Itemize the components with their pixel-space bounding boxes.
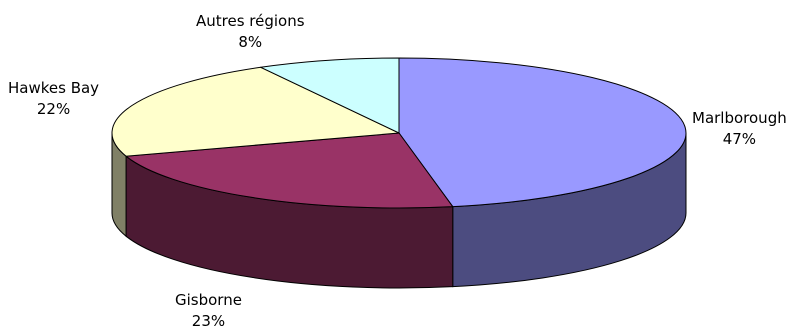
slice-autres-regions — [260, 57, 400, 134]
slice-name: Marlborough — [692, 109, 787, 127]
slice-marlborough — [398, 57, 687, 208]
slice-name: Gisborne — [175, 291, 242, 309]
slice-name: Autres régions — [196, 12, 305, 30]
pie-tops — [111, 57, 687, 209]
slice-name: Hawkes Bay — [8, 79, 100, 97]
slice-hawkes-bay — [111, 66, 400, 157]
slice-gisborne — [125, 132, 454, 209]
slice-label-marlborough: Marlborough 47% — [692, 108, 787, 150]
slice-percent: 8% — [238, 33, 263, 51]
slice-percent: 47% — [722, 130, 757, 148]
slice-percent: 22% — [36, 100, 71, 118]
slice-label-autres-regions: Autres régions 8% — [196, 11, 305, 53]
slice-label-gisborne: Gisborne 23% — [175, 290, 242, 332]
slice-label-hawkes-bay: Hawkes Bay 22% — [8, 78, 99, 120]
slice-percent: 23% — [191, 312, 226, 330]
